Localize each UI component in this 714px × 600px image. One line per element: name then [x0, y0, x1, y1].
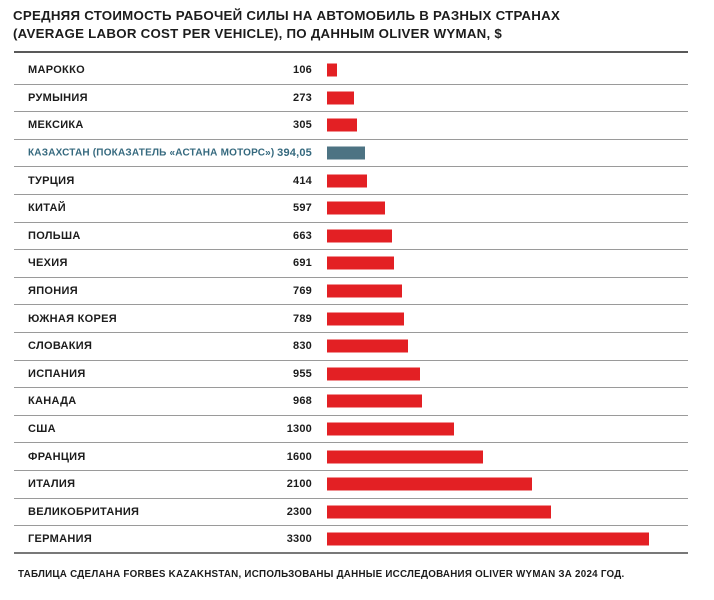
country-label: США [28, 423, 56, 436]
bar [327, 284, 402, 298]
country-label: ИТАЛИЯ [28, 478, 76, 491]
bar [327, 174, 368, 188]
table-row: КИТАЙ 597 [14, 195, 688, 223]
country-label: ВЕЛИКОБРИТАНИЯ [28, 505, 140, 518]
country-label: КАНАДА [28, 395, 77, 408]
bar [327, 229, 392, 243]
country-label: РУМЫНИЯ [28, 91, 88, 104]
country-label: КАЗАХСТАН (ПОКАЗАТЕЛЬ «АСТАНА МОТОРС») [28, 147, 275, 159]
value-label: 830 [293, 340, 312, 353]
country-label: ПОЛЬША [28, 229, 81, 242]
table-row: ИТАЛИЯ 2100 [14, 471, 688, 499]
bar [327, 367, 421, 381]
value-label: 106 [293, 64, 312, 77]
bar [327, 91, 354, 105]
table-row: ВЕЛИКОБРИТАНИЯ 2300 [14, 499, 688, 527]
table-row: МЕКСИКА 305 [14, 112, 688, 140]
country-label: МЕКСИКА [28, 119, 84, 132]
table-row: СЛОВАКИЯ 830 [14, 333, 688, 361]
bar [327, 63, 338, 77]
bar [327, 339, 408, 353]
country-label: ИСПАНИЯ [28, 367, 86, 380]
page-title: СРЕДНЯЯ СТОИМОСТЬ РАБОЧЕЙ СИЛЫ НА АВТОМО… [13, 7, 703, 43]
bar [327, 477, 532, 491]
bar [327, 505, 552, 519]
value-label: 955 [293, 367, 312, 380]
value-label: 2300 [286, 505, 312, 518]
bar [327, 532, 649, 546]
bar [327, 394, 422, 408]
country-label: МАРОККО [28, 64, 85, 77]
country-label: ФРАНЦИЯ [28, 450, 86, 463]
value-label: 305 [293, 119, 312, 132]
value-label: 1600 [286, 450, 312, 463]
value-label: 3300 [286, 532, 312, 545]
value-label: 769 [293, 285, 312, 298]
table-row: ГЕРМАНИЯ 3300 [14, 526, 688, 554]
value-label: 394,05 [277, 147, 312, 160]
country-label: ЧЕХИЯ [28, 257, 68, 270]
bar [327, 146, 366, 160]
bar [327, 312, 404, 326]
bar [327, 422, 454, 436]
title-divider [14, 51, 688, 53]
table-row: МАРОККО 106 [14, 57, 688, 85]
value-label: 663 [293, 229, 312, 242]
value-label: 691 [293, 257, 312, 270]
table-row: РУМЫНИЯ 273 [14, 85, 688, 113]
table-row: США 1300 [14, 416, 688, 444]
bar [327, 201, 386, 215]
table-row: ИСПАНИЯ 955 [14, 361, 688, 389]
value-label: 273 [293, 91, 312, 104]
table-row: ЯПОНИЯ 769 [14, 278, 688, 306]
value-label: 789 [293, 312, 312, 325]
table-row: ЧЕХИЯ 691 [14, 250, 688, 278]
country-label: ТУРЦИЯ [28, 174, 75, 187]
value-label: 414 [293, 174, 312, 187]
source-note: ТАБЛИЦА СДЕЛАНА FORBES KAZAKHSTAN, ИСПОЛ… [18, 569, 625, 580]
table-row: КАНАДА 968 [14, 388, 688, 416]
bar [327, 256, 395, 270]
table-row: ТУРЦИЯ 414 [14, 167, 688, 195]
country-label: КИТАЙ [28, 202, 66, 215]
value-label: 968 [293, 395, 312, 408]
country-label: ЮЖНАЯ КОРЕЯ [28, 312, 118, 325]
chart-rows: МАРОККО 106 РУМЫНИЯ 273 МЕКСИКА 305 КАЗА… [14, 57, 688, 554]
country-label: ГЕРМАНИЯ [28, 532, 93, 545]
value-label: 1300 [286, 423, 312, 436]
country-label: ЯПОНИЯ [28, 285, 78, 298]
table-row: КАЗАХСТАН (ПОКАЗАТЕЛЬ «АСТАНА МОТОРС») 3… [14, 140, 688, 168]
title-line-1: СРЕДНЯЯ СТОИМОСТЬ РАБОЧЕЙ СИЛЫ НА АВТОМО… [13, 8, 561, 23]
table-row: ФРАНЦИЯ 1600 [14, 443, 688, 471]
title-line-2: (AVERAGE LABOR COST PER VEHICLE), ПО ДАН… [13, 26, 503, 41]
table-row: ЮЖНАЯ КОРЕЯ 789 [14, 305, 688, 333]
bar [327, 118, 357, 132]
table-row: ПОЛЬША 663 [14, 223, 688, 251]
bar-chart: МАРОККО 106 РУМЫНИЯ 273 МЕКСИКА 305 КАЗА… [14, 51, 688, 554]
bar [327, 450, 484, 464]
country-label: СЛОВАКИЯ [28, 340, 93, 353]
value-label: 597 [293, 202, 312, 215]
value-label: 2100 [286, 478, 312, 491]
